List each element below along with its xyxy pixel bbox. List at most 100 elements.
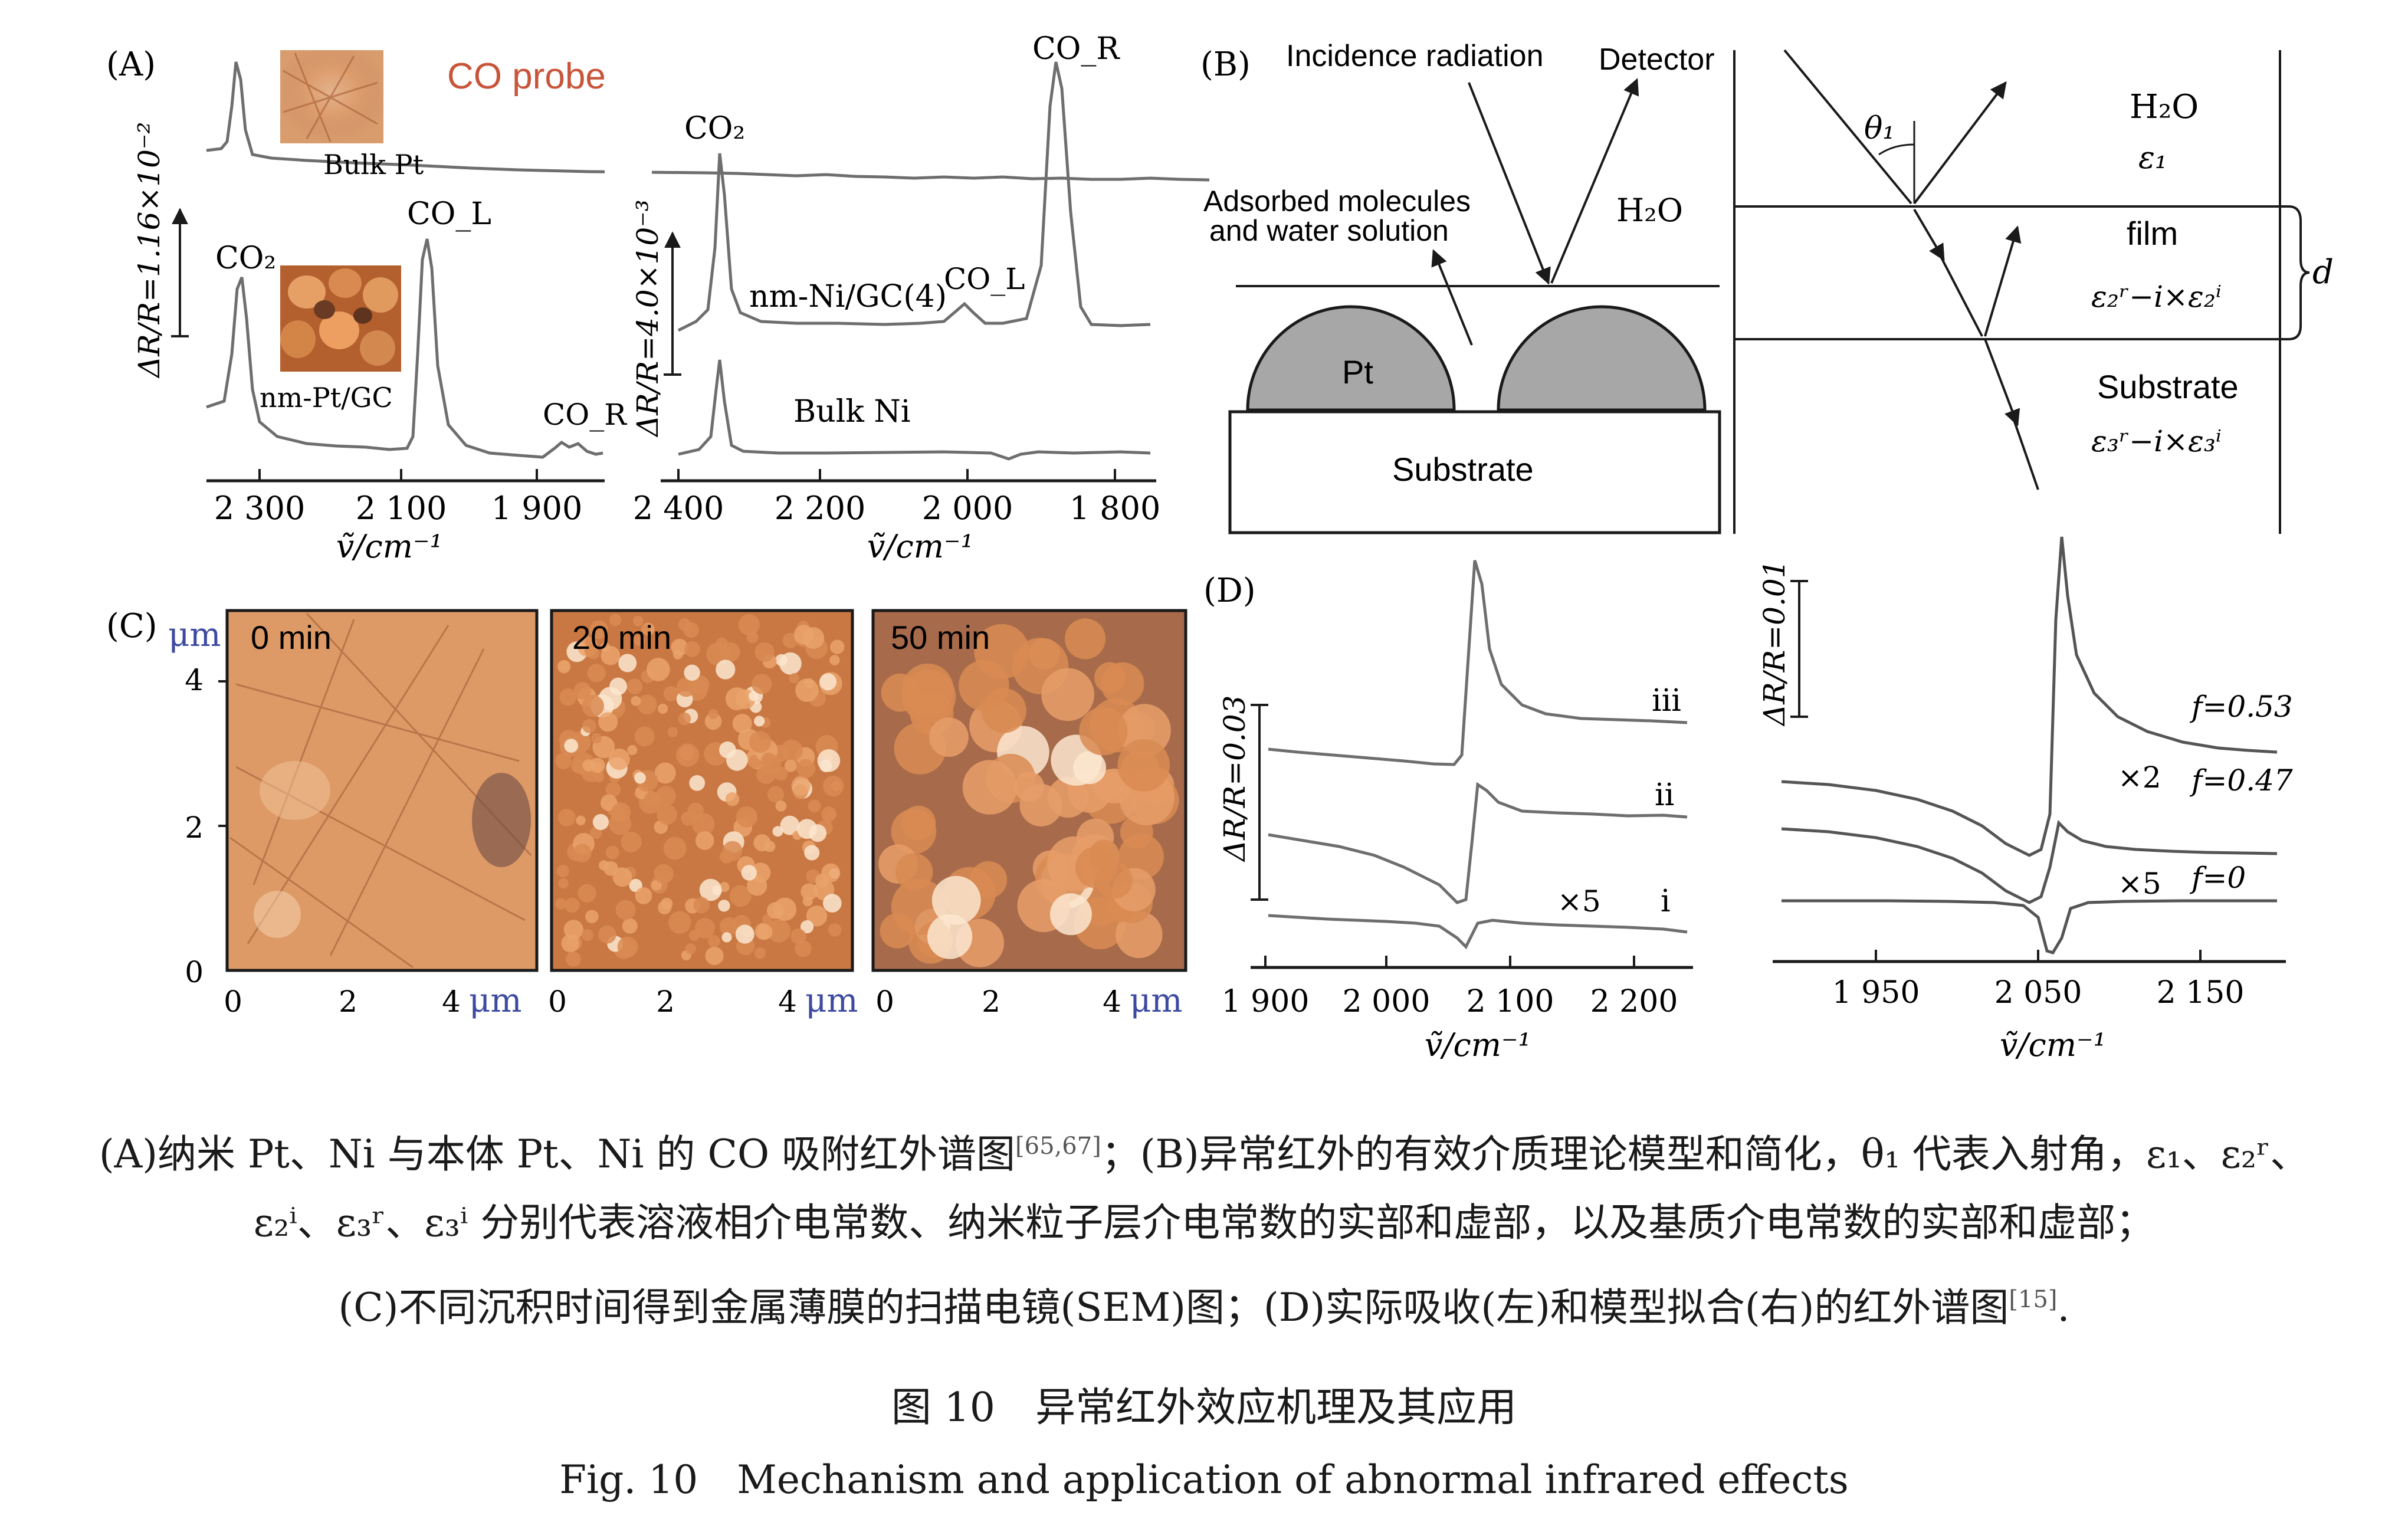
incident-ray	[1468, 82, 1551, 285]
afm-grain	[1065, 618, 1106, 660]
afm-grain	[1117, 739, 1170, 792]
panel-b-label: (B)	[1200, 45, 1251, 84]
afm-grain	[590, 826, 602, 839]
afm-grain	[719, 741, 736, 759]
afm-grain	[795, 940, 812, 957]
afm-grain	[556, 864, 569, 878]
afm-grain	[561, 934, 579, 953]
afm-grain	[692, 813, 715, 836]
afm-grain	[779, 652, 802, 675]
afm-grain	[1049, 893, 1092, 936]
c-img2-xtick-2: 2	[656, 985, 675, 1019]
afm-grain	[761, 752, 776, 767]
eps1-label: ε₁	[2138, 140, 2167, 176]
afm-grain	[584, 644, 598, 657]
d-left-xtick-0: 1 900	[1222, 984, 1310, 1019]
afm-grain	[1095, 862, 1133, 899]
afm-grain	[585, 910, 599, 924]
afm-grain	[598, 925, 616, 944]
afm-grain	[780, 815, 800, 835]
bulk-ni-label: Bulk Ni	[793, 394, 911, 429]
afm-grain	[558, 878, 569, 889]
afm-grain	[821, 806, 836, 822]
afm-grain	[555, 898, 567, 910]
afm-grain	[704, 713, 722, 730]
eps2-label: ε₂ʳ−i×ε₂ⁱ	[2091, 280, 2222, 314]
afm-grain	[635, 887, 652, 904]
afm-grain	[651, 880, 662, 891]
label-f0: f=0	[2189, 861, 2246, 895]
label-times5-d-left: ×5	[1557, 884, 1601, 918]
afm-grain	[626, 678, 643, 694]
afm-grain	[718, 900, 730, 912]
afm-grain	[663, 686, 679, 701]
afm-grain	[605, 845, 619, 859]
afm-grain	[655, 786, 676, 806]
afm-grain	[565, 897, 580, 913]
afm-grain	[598, 712, 618, 732]
c-img3-xtick-0: 0	[875, 985, 894, 1019]
a-left-xtick-1: 2 100	[356, 490, 447, 527]
afm-grain	[773, 766, 788, 781]
co-probe-label: CO probe	[447, 56, 606, 97]
detector-label: Detector	[1599, 42, 1715, 77]
pt-particle-left	[1246, 305, 1456, 412]
afm-grain	[738, 614, 760, 635]
afm-image-0min: 0 min	[225, 609, 539, 972]
afm-grain	[753, 834, 771, 852]
afm-grain	[1019, 783, 1062, 826]
bulk-pt-inset-image	[280, 50, 383, 143]
afm-grain	[719, 882, 730, 893]
afm-grain	[683, 622, 699, 638]
afm-grain	[901, 805, 936, 840]
c-img3-xtick-2: 2	[982, 985, 1000, 1019]
afm-grain	[735, 924, 754, 944]
afm-grain	[830, 639, 845, 654]
afm-grain	[789, 673, 799, 684]
afm-grain	[694, 918, 715, 939]
afm-grain	[719, 849, 733, 864]
eps3-label: ε₃ʳ−i×ε₃ⁱ	[2091, 424, 2222, 458]
nm-ni-spectrum	[677, 61, 1151, 332]
d-left-xtick-1: 2 000	[1343, 984, 1431, 1019]
caption-line-2: ε₂ⁱ、ε₃ʳ、ε₃ⁱ 分别代表溶液相介电常数、纳米粒子层介电常数的实部和虚部，…	[0, 1195, 2408, 1251]
afm-grain	[806, 906, 828, 927]
afm-grain	[1079, 707, 1128, 756]
afm-grain	[767, 786, 785, 803]
afm-grain	[632, 615, 644, 626]
substrate-label-b: Substrate	[1392, 451, 1534, 488]
bulk-pt-label: Bulk Pt	[323, 149, 424, 181]
afm-grain	[721, 932, 732, 943]
trace-f0	[1782, 899, 2277, 954]
a-right-xtick-3: 1 800	[1070, 490, 1161, 527]
a-right-xtick-2: 2 000	[922, 490, 1013, 527]
afm-grain	[708, 709, 719, 719]
afm-grain	[705, 946, 724, 966]
c-ytick-0: 0	[185, 955, 204, 989]
afm-grain	[627, 745, 638, 755]
afm-grain	[661, 897, 673, 910]
afm-grain	[581, 929, 593, 941]
afm-grain	[678, 712, 691, 726]
afm-image-20min: 20 min	[550, 609, 854, 972]
nm-pt-spectrum	[206, 238, 603, 459]
afm-grain	[791, 776, 811, 796]
panel-a: (A)	[106, 31, 1210, 565]
panel-c-label: (C)	[106, 607, 158, 645]
film-label: film	[2127, 215, 2178, 252]
figure: (A)	[106, 31, 2334, 1064]
a-left-xlabel: ṽ/cm⁻¹	[336, 528, 442, 565]
afm-grain	[681, 811, 696, 826]
afm-grain	[829, 655, 840, 665]
caption-line-3-end: .	[2057, 1285, 2070, 1330]
theta-label: θ₁	[1864, 111, 1895, 146]
afm-grain	[821, 863, 841, 882]
figure-title-en: Fig. 10 Mechanism and application of abn…	[559, 1457, 1849, 1502]
a-left-xtick-0: 2 300	[214, 490, 306, 527]
afm-grain	[901, 663, 954, 716]
caption-line-3: (C)不同沉积时间得到金属薄膜的扫描电镜(SEM)图；(D)实际吸收(左)和模型…	[0, 1271, 2408, 1336]
afm-grain	[929, 717, 969, 757]
afm-grain	[618, 654, 637, 672]
afm-grain	[599, 860, 609, 871]
peak-co2-label-a-right: CO₂	[684, 111, 745, 146]
